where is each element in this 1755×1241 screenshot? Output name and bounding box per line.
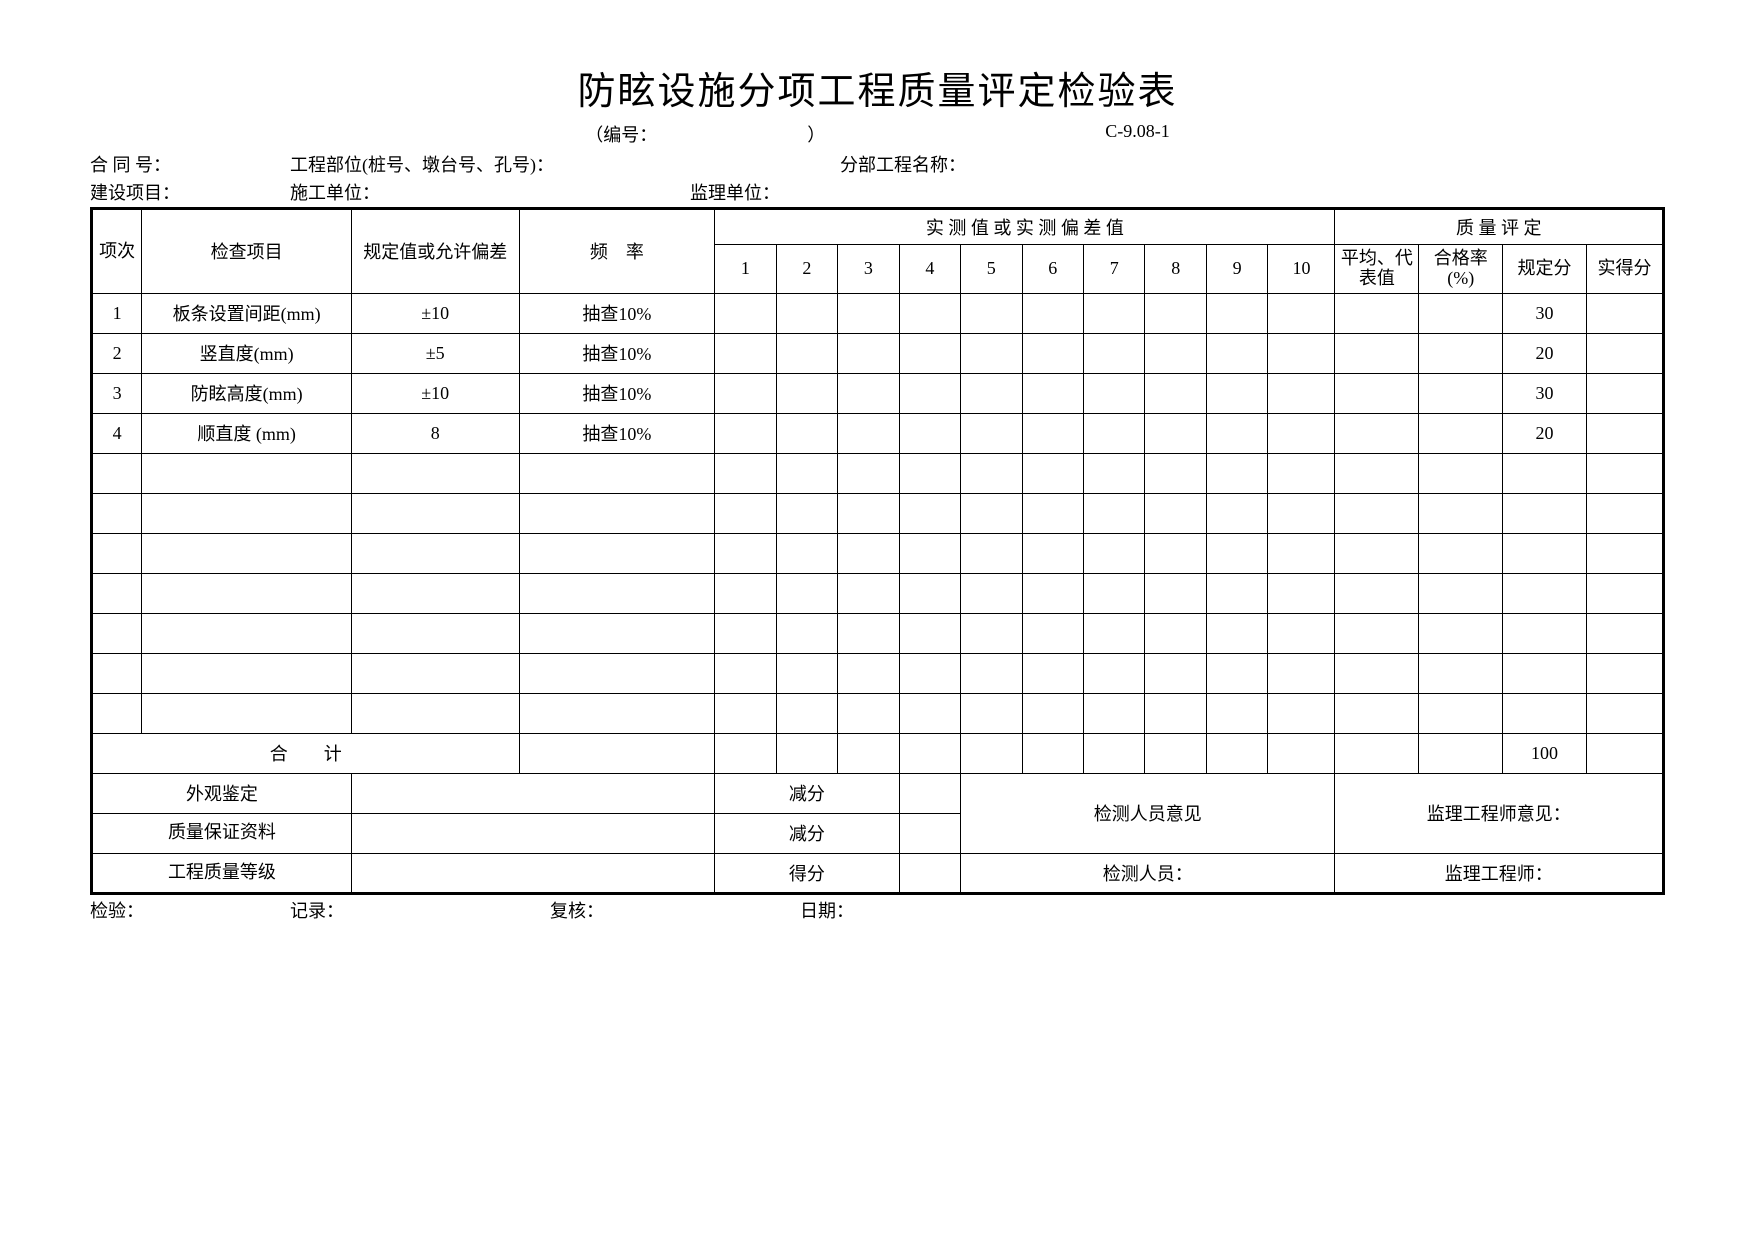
col-n10: 10 [1268, 245, 1335, 294]
table-row: 4顺直度 (mm)8抽查10% 20 [92, 413, 1664, 453]
table-row [92, 493, 1664, 533]
table-row: 1板条设置间距(mm)±10抽查10% 30 [92, 293, 1664, 333]
col-n1: 1 [715, 245, 776, 294]
col-seq: 项次 [92, 209, 142, 294]
table-row [92, 533, 1664, 573]
table-row [92, 653, 1664, 693]
inspector-label: 检测人员： [961, 853, 1335, 893]
col-std: 规定分 [1503, 245, 1587, 294]
col-n7: 7 [1084, 245, 1145, 294]
row-seq: 4 [92, 413, 142, 453]
footer-inspect: 检验： [90, 897, 290, 923]
construct-unit-label: 施工单位： [290, 179, 690, 205]
row-freq: 抽查10% [519, 413, 715, 453]
col-n3: 3 [838, 245, 899, 294]
col-n5: 5 [961, 245, 1022, 294]
table-row [92, 453, 1664, 493]
row-item: 竖直度(mm) [142, 333, 352, 373]
supervisor-label: 监理工程师： [1335, 853, 1664, 893]
row-spec: ±10 [351, 293, 519, 333]
subtitle-row: （编号： ） C-9.08-1 [90, 121, 1665, 147]
inspection-table: 项次 检查项目 规定值或允许偏差 频 率 实 测 值 或 实 测 偏 差 值 质… [90, 207, 1665, 895]
col-pass: 合格率(%) [1419, 245, 1503, 294]
table-row: 2竖直度(mm)±5抽查10% 20 [92, 333, 1664, 373]
col-act: 实得分 [1586, 245, 1663, 294]
row-std: 20 [1503, 413, 1587, 453]
table-row [92, 573, 1664, 613]
totals-label: 合 计 [92, 733, 520, 773]
contract-no-label: 合 同 号： [90, 151, 290, 177]
num-close: ） [807, 121, 825, 147]
row-std: 30 [1503, 373, 1587, 413]
footer-review: 复核： [550, 897, 800, 923]
col-n8: 8 [1145, 245, 1206, 294]
row-std: 30 [1503, 293, 1587, 333]
appearance-label: 外观鉴定 [92, 773, 352, 813]
qa-label: 质量保证资料 [92, 813, 352, 853]
col-n9: 9 [1206, 245, 1267, 294]
col-meas-header: 实 测 值 或 实 测 偏 差 值 [715, 209, 1335, 245]
appearance-row: 外观鉴定 减分 检测人员意见 监理工程师意见： [92, 773, 1664, 813]
page-title: 防眩设施分项工程质量评定检验表 [90, 60, 1665, 115]
col-avg: 平均、代表值 [1335, 245, 1419, 294]
totals-row: 合 计 100 [92, 733, 1664, 773]
totals-std: 100 [1503, 733, 1587, 773]
score-label: 得分 [715, 853, 899, 893]
footer-record: 记录： [290, 897, 550, 923]
header-line-2: 建设项目： 施工单位： 监理单位： [90, 179, 1665, 205]
row-freq: 抽查10% [519, 293, 715, 333]
col-n2: 2 [776, 245, 837, 294]
grade-row: 工程质量等级 得分 检测人员： 监理工程师： [92, 853, 1664, 893]
footer-date: 日期： [800, 897, 854, 923]
form-code: C-9.08-1 [1105, 121, 1170, 147]
col-spec: 规定值或允许偏差 [351, 209, 519, 294]
supervisor-opinion-label: 监理工程师意见： [1335, 773, 1664, 853]
row-std: 20 [1503, 333, 1587, 373]
table-row [92, 613, 1664, 653]
footer-line: 检验： 记录： 复核： 日期： [90, 897, 1665, 923]
row-freq: 抽查10% [519, 373, 715, 413]
col-item: 检查项目 [142, 209, 352, 294]
table-row [92, 693, 1664, 733]
deduct-label-1: 减分 [715, 773, 899, 813]
header-line-1: 合 同 号： 工程部位(桩号、墩台号、孔号)： 分部工程名称： [90, 151, 1665, 177]
grade-label: 工程质量等级 [92, 853, 352, 893]
row-seq: 3 [92, 373, 142, 413]
row-spec: 8 [351, 413, 519, 453]
row-spec: ±5 [351, 333, 519, 373]
build-project-label: 建设项目： [90, 179, 290, 205]
supervise-unit-label: 监理单位： [690, 179, 780, 205]
col-qual-header: 质 量 评 定 [1335, 209, 1664, 245]
deduct-label-2: 减分 [715, 813, 899, 853]
col-n6: 6 [1022, 245, 1083, 294]
row-item: 防眩高度(mm) [142, 373, 352, 413]
sub-project-label: 分部工程名称： [840, 151, 966, 177]
num-label: （编号： [585, 121, 657, 147]
row-item: 顺直度 (mm) [142, 413, 352, 453]
table-row: 3防眩高度(mm)±10抽查10% 30 [92, 373, 1664, 413]
row-item: 板条设置间距(mm) [142, 293, 352, 333]
row-seq: 2 [92, 333, 142, 373]
row-freq: 抽查10% [519, 333, 715, 373]
header-row-1: 项次 检查项目 规定值或允许偏差 频 率 实 测 值 或 实 测 偏 差 值 质… [92, 209, 1664, 245]
project-part-label: 工程部位(桩号、墩台号、孔号)： [290, 151, 840, 177]
col-freq: 频 率 [519, 209, 715, 294]
row-spec: ±10 [351, 373, 519, 413]
row-seq: 1 [92, 293, 142, 333]
inspect-opinion-label: 检测人员意见 [961, 773, 1335, 853]
col-n4: 4 [899, 245, 960, 294]
